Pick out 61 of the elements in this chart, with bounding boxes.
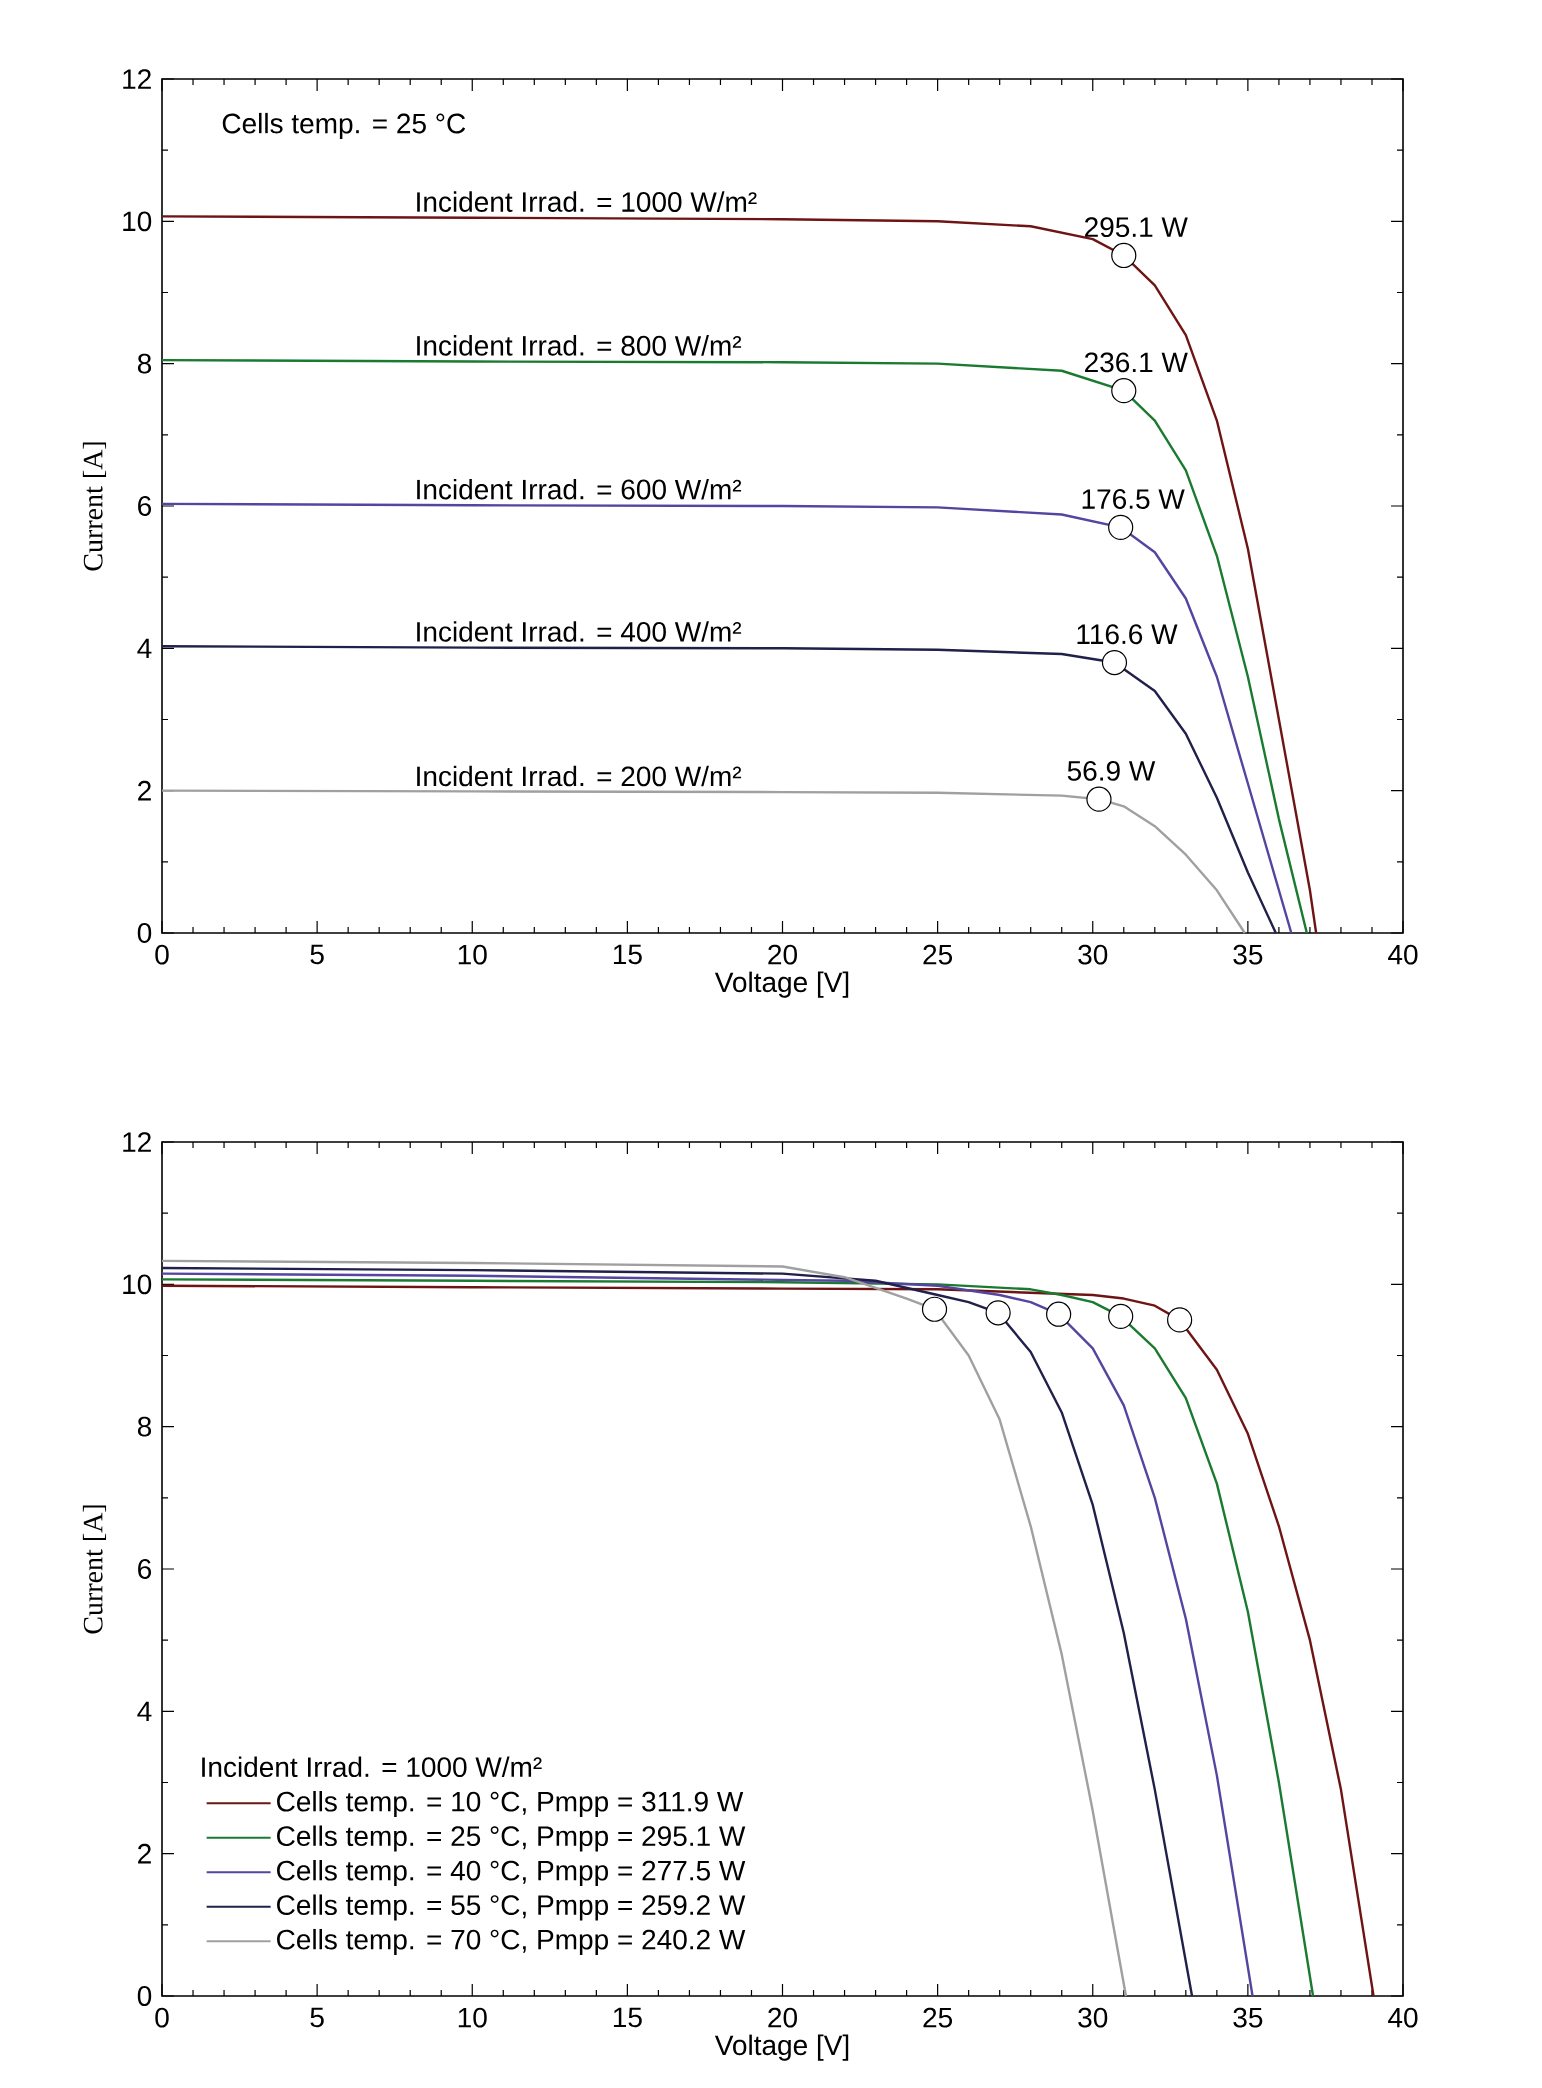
x-tick-label: 0 — [155, 944, 169, 965]
x-axis-title: Voltage [V] — [714, 2034, 849, 2061]
x-tick-label: 35 — [1233, 2007, 1263, 2028]
line-series — [160, 644, 1277, 935]
x-tick-label: 35 — [1233, 944, 1263, 965]
point — [1111, 378, 1137, 404]
y-tick-label: 0 — [137, 923, 152, 943]
annotation: 56.9 W — [1067, 760, 1156, 781]
x-tick-label: 0 — [155, 2007, 169, 2028]
y-tick-label: 8 — [137, 1416, 152, 1437]
legend-label: Cells temp. = 25 °C, Pmpp = 295.1 W — [277, 1825, 746, 1852]
x-tick-label: 40 — [1388, 944, 1418, 965]
y-axis-title: Current [A] — [82, 442, 107, 571]
line-series — [160, 789, 1246, 935]
series-label: Incident Irrad. = 600 W/m² — [417, 478, 742, 500]
point — [1086, 786, 1112, 812]
x-tick-label: 10 — [458, 944, 487, 965]
line-series — [160, 215, 1318, 935]
annotation: Cells temp. = 25 °C — [222, 112, 466, 139]
y-tick-label: 4 — [137, 1701, 152, 1721]
x-axis-title: Voltage [V] — [714, 971, 849, 998]
annotation: 176.5 W — [1082, 489, 1185, 509]
y-tick-label: 2 — [138, 1843, 151, 1864]
x-tick-label: 40 — [1388, 2007, 1418, 2028]
x-tick-label: 5 — [310, 2007, 324, 2028]
y-axis-title: Current [A] — [82, 1505, 107, 1634]
y-tick-label: 10 — [123, 1274, 152, 1295]
legend-label: Cells temp. = 10 °C, Pmpp = 311.9 W — [277, 1790, 744, 1818]
y-tick-label: 2 — [138, 780, 151, 801]
x-tick-label: 15 — [613, 944, 642, 965]
annotation: 295.1 W — [1085, 217, 1188, 238]
legend-title: Incident Irrad. = 1000 W/m² — [202, 1756, 542, 1778]
x-tick-label: 30 — [1078, 2007, 1108, 2028]
y-tick-label: 0 — [137, 1986, 152, 2006]
series-label: Incident Irrad. = 800 W/m² — [417, 335, 742, 356]
point — [1101, 649, 1128, 676]
series-label: Incident Irrad. = 1000 W/m² — [417, 191, 757, 212]
series-label: Incident Irrad. = 200 W/m² — [417, 765, 742, 787]
series-label: Incident Irrad. = 400 W/m² — [417, 621, 742, 642]
legend-label: Cells temp. = 55 °C, Pmpp = 259.2 W — [277, 1894, 746, 1921]
y-tick-label: 6 — [138, 496, 152, 516]
x-tick-label: 20 — [768, 2007, 797, 2028]
x-tick-label: 30 — [1078, 944, 1108, 965]
x-tick-label: 5 — [310, 944, 324, 965]
x-tick-label: 10 — [458, 2007, 487, 2028]
y-tick-label: 4 — [137, 638, 152, 658]
point — [1111, 242, 1137, 269]
x-tick-label: 25 — [923, 944, 953, 965]
x-tick-label: 15 — [613, 2007, 642, 2028]
annotation: 116.6 W — [1077, 624, 1178, 645]
annotation: 236.1 W — [1085, 352, 1188, 373]
y-tick-label: 10 — [123, 211, 152, 232]
y-tick-label: 12 — [123, 69, 151, 89]
y-tick-label: 8 — [137, 353, 152, 374]
legend-label: Cells temp. = 40 °C, Pmpp = 277.5 W — [277, 1859, 746, 1887]
x-tick-label: 25 — [923, 2007, 953, 2028]
legend-label: Cells temp. = 70 °C, Pmpp = 240.2 W — [277, 1928, 746, 1956]
y-tick-label: 12 — [123, 1132, 151, 1152]
x-tick-label: 20 — [768, 944, 797, 965]
point — [1108, 514, 1134, 540]
y-tick-label: 6 — [138, 1559, 152, 1579]
